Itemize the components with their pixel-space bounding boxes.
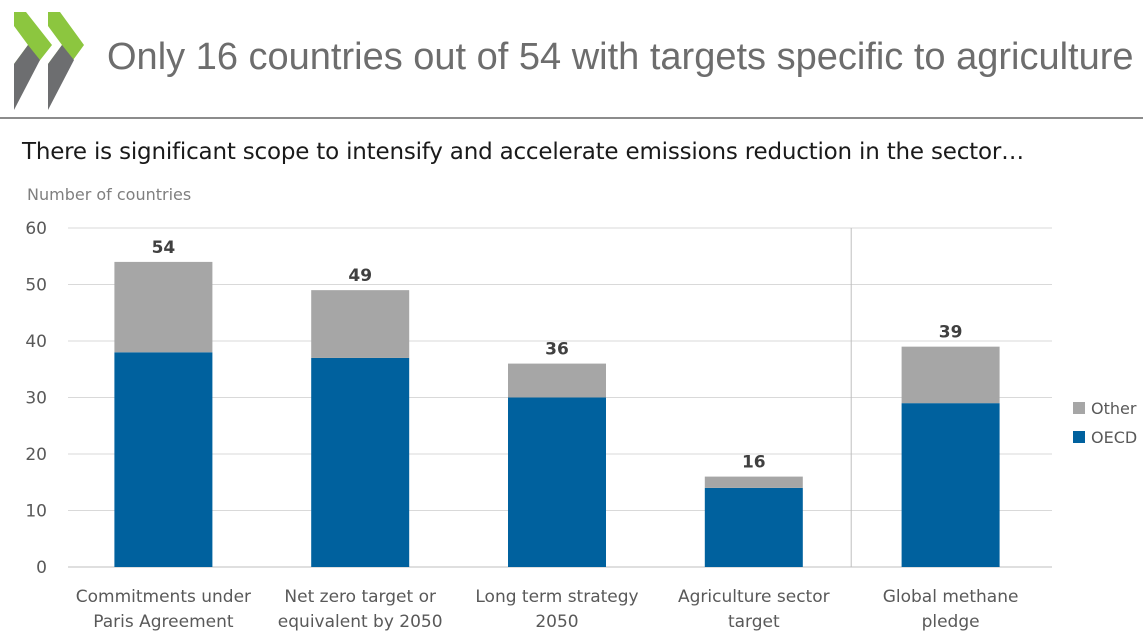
total-data-label: 36 — [545, 340, 569, 360]
legend-swatch-other — [1073, 402, 1085, 414]
x-category-label: Long term strategy — [475, 587, 638, 607]
x-category-label: 2050 — [535, 612, 578, 632]
bar-oecd — [311, 357, 410, 567]
slide-title: Only 16 countries out of 54 with targets… — [107, 36, 1134, 78]
total-data-label: 39 — [939, 323, 963, 343]
bar-oecd — [114, 352, 213, 567]
bar-other — [704, 476, 803, 488]
y-tick-label: 20 — [25, 445, 47, 465]
x-category-label: Paris Agreement — [93, 612, 234, 632]
x-category-label: pledge — [922, 612, 980, 632]
chart-legend: Other OECD — [1073, 398, 1137, 456]
legend-label-other: Other — [1091, 398, 1137, 418]
legend-swatch-oecd — [1073, 431, 1085, 443]
x-category-label: target — [728, 612, 780, 632]
oecd-logo-icon — [14, 12, 84, 110]
x-category-label: Global methane — [883, 587, 1019, 607]
y-tick-label: 50 — [25, 276, 47, 296]
legend-item-oecd: OECD — [1073, 427, 1137, 447]
total-data-label: 16 — [742, 453, 766, 473]
bar-other — [311, 290, 410, 358]
x-category-label: Net zero target or — [284, 587, 436, 607]
slide-subtitle: There is significant scope to intensify … — [22, 139, 1024, 165]
x-category-label: Commitments under — [76, 587, 251, 607]
bar-oecd — [901, 403, 1000, 567]
total-data-label: 49 — [348, 266, 372, 286]
bar-oecd — [704, 487, 803, 567]
bar-other — [901, 346, 1000, 404]
y-tick-label: 0 — [36, 558, 47, 578]
y-tick-label: 40 — [25, 332, 47, 352]
bar-other — [114, 261, 213, 353]
total-data-label: 54 — [152, 238, 176, 258]
y-tick-label: 10 — [25, 502, 47, 522]
title-divider — [0, 117, 1143, 119]
legend-item-other: Other — [1073, 398, 1137, 418]
y-tick-label: 30 — [25, 389, 47, 409]
bar-other — [508, 363, 606, 398]
y-axis-title: Number of countries — [27, 185, 191, 204]
y-tick-label: 60 — [25, 219, 47, 239]
legend-label-oecd: OECD — [1091, 427, 1138, 447]
x-category-label: Agriculture sector — [678, 587, 830, 607]
x-category-label: equivalent by 2050 — [278, 612, 443, 632]
bar-oecd — [508, 397, 606, 567]
